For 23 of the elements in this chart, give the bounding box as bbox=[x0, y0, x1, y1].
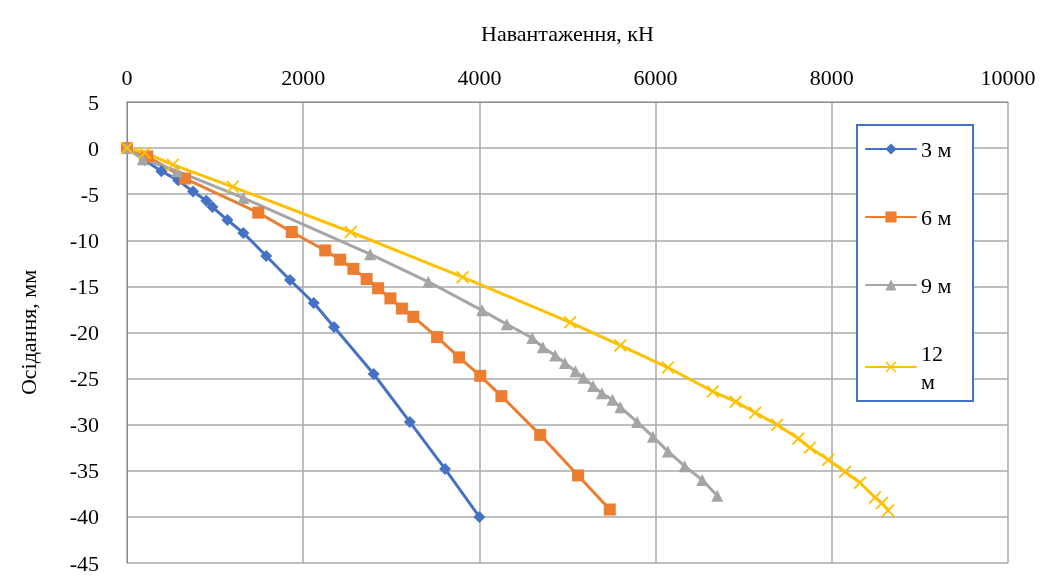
legend-label: 9 м bbox=[921, 272, 952, 298]
x-tick-label: 4000 bbox=[457, 64, 502, 90]
y-tick-label: -40 bbox=[69, 504, 99, 530]
y-tick-label: -35 bbox=[69, 458, 99, 484]
y-tick-label: -5 bbox=[80, 181, 99, 207]
y-tick-label: -30 bbox=[69, 412, 99, 438]
y-axis-title: Осідання, мм bbox=[15, 269, 41, 396]
x-tick-label: 8000 bbox=[809, 64, 854, 90]
x-tick-label: 2000 bbox=[281, 64, 326, 90]
x-axis-title: Навантаження, кН bbox=[481, 20, 655, 46]
y-tick-label: -10 bbox=[69, 227, 99, 253]
y-tick-label: -20 bbox=[69, 320, 99, 345]
legend-label: 3 м bbox=[921, 136, 952, 162]
y-tick-label: -15 bbox=[69, 273, 99, 299]
y-tick-label: 0 bbox=[88, 135, 99, 161]
y-tick-label: -45 bbox=[69, 550, 99, 576]
x-tick-label: 10000 bbox=[980, 64, 1036, 90]
legend-label: 6 м bbox=[921, 204, 952, 230]
y-tick-label: -25 bbox=[69, 366, 99, 392]
legend-label: 12 м bbox=[921, 340, 949, 394]
x-tick-label: 0 bbox=[121, 64, 133, 90]
y-tick-label: 5 bbox=[88, 89, 99, 115]
x-tick-label: 6000 bbox=[633, 64, 678, 90]
